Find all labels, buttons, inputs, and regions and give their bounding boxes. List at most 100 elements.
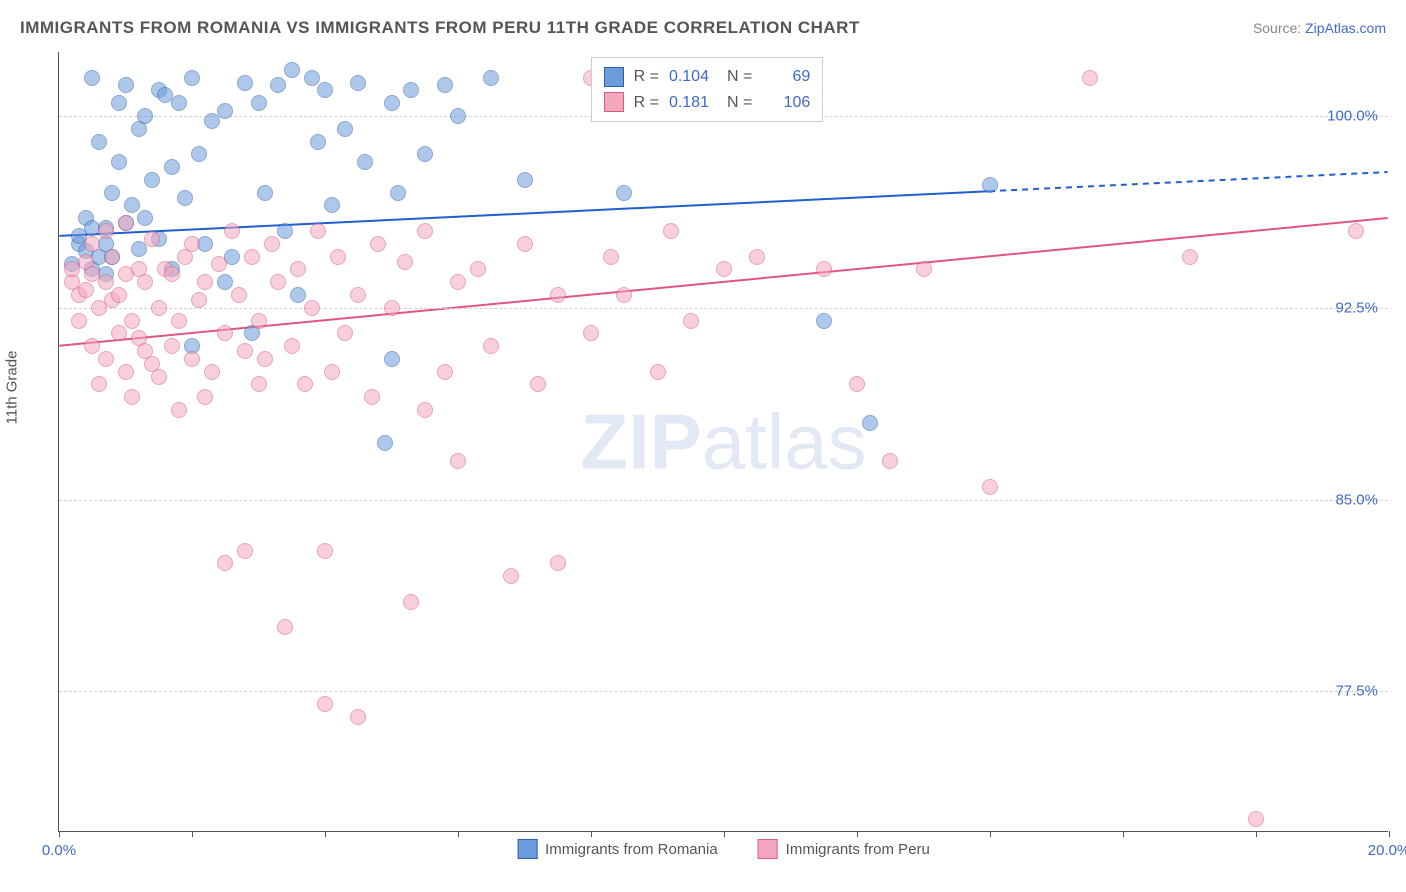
- scatter-point: [862, 415, 878, 431]
- scatter-point: [98, 274, 114, 290]
- scatter-point: [264, 236, 280, 252]
- watermark-light: atlas: [702, 397, 867, 485]
- scatter-point: [91, 134, 107, 150]
- scatter-point: [98, 223, 114, 239]
- scatter-point: [98, 351, 114, 367]
- x-tick: [990, 831, 991, 837]
- scatter-point: [284, 62, 300, 78]
- y-tick-label: 85.0%: [1335, 491, 1378, 508]
- scatter-point: [151, 300, 167, 316]
- scatter-point: [144, 172, 160, 188]
- scatter-point: [184, 351, 200, 367]
- scatter-point: [151, 369, 167, 385]
- scatter-point: [217, 555, 233, 571]
- legend-swatch: [604, 92, 624, 112]
- scatter-point: [1182, 249, 1198, 265]
- x-tick: [1123, 831, 1124, 837]
- scatter-point: [616, 287, 632, 303]
- scatter-point: [104, 185, 120, 201]
- scatter-point: [417, 146, 433, 162]
- scatter-point: [616, 185, 632, 201]
- scatter-point: [517, 236, 533, 252]
- plot-area: ZIPatlas 77.5%85.0%92.5%100.0%0.0%20.0%R…: [58, 52, 1388, 832]
- scatter-point: [251, 95, 267, 111]
- scatter-point: [217, 325, 233, 341]
- source-prefix: Source:: [1253, 20, 1305, 36]
- scatter-point: [284, 338, 300, 354]
- legend-r-value: 0.104: [669, 64, 717, 90]
- scatter-point: [749, 249, 765, 265]
- bottom-legend-label: Immigrants from Peru: [786, 841, 930, 858]
- scatter-point: [104, 249, 120, 265]
- scatter-point: [84, 338, 100, 354]
- x-tick: [1389, 831, 1390, 837]
- scatter-point: [217, 103, 233, 119]
- scatter-point: [304, 70, 320, 86]
- x-tick: [724, 831, 725, 837]
- scatter-point: [403, 82, 419, 98]
- scatter-point: [550, 287, 566, 303]
- scatter-point: [277, 223, 293, 239]
- scatter-point: [317, 543, 333, 559]
- legend-r-label: R =: [634, 90, 659, 116]
- scatter-point: [111, 287, 127, 303]
- scatter-point: [111, 325, 127, 341]
- scatter-point: [517, 172, 533, 188]
- gridline: [59, 500, 1388, 501]
- x-tick: [192, 831, 193, 837]
- scatter-point: [171, 95, 187, 111]
- legend-swatch: [604, 67, 624, 87]
- legend-swatch: [758, 839, 778, 859]
- legend-row: R =0.104N =69: [604, 64, 811, 90]
- bottom-legend-label: Immigrants from Romania: [545, 841, 718, 858]
- scatter-point: [1082, 70, 1098, 86]
- scatter-point: [317, 82, 333, 98]
- source-link[interactable]: ZipAtlas.com: [1305, 20, 1386, 36]
- scatter-point: [816, 313, 832, 329]
- gridline: [59, 308, 1388, 309]
- scatter-point: [450, 453, 466, 469]
- x-tick: [591, 831, 592, 837]
- scatter-point: [982, 479, 998, 495]
- y-tick-label: 92.5%: [1335, 299, 1378, 316]
- scatter-point: [78, 282, 94, 298]
- scatter-point: [204, 113, 220, 129]
- x-tick: [458, 831, 459, 837]
- scatter-point: [350, 709, 366, 725]
- scatter-point: [257, 351, 273, 367]
- scatter-point: [257, 185, 273, 201]
- scatter-point: [650, 364, 666, 380]
- scatter-point: [503, 568, 519, 584]
- scatter-point: [211, 256, 227, 272]
- trend-line-extrapolated: [989, 172, 1387, 191]
- bottom-legend-item: Immigrants from Peru: [758, 839, 930, 859]
- scatter-point: [663, 223, 679, 239]
- scatter-point: [164, 159, 180, 175]
- scatter-point: [403, 594, 419, 610]
- y-axis-label: 11th Grade: [4, 351, 21, 425]
- scatter-point: [124, 389, 140, 405]
- scatter-point: [350, 287, 366, 303]
- scatter-point: [350, 75, 366, 91]
- scatter-point: [204, 364, 220, 380]
- y-tick-label: 100.0%: [1327, 107, 1378, 124]
- scatter-point: [217, 274, 233, 290]
- scatter-point: [270, 274, 286, 290]
- scatter-point: [191, 146, 207, 162]
- scatter-point: [171, 313, 187, 329]
- scatter-point: [310, 223, 326, 239]
- scatter-point: [290, 287, 306, 303]
- scatter-point: [603, 249, 619, 265]
- chart-container: IMMIGRANTS FROM ROMANIA VS IMMIGRANTS FR…: [0, 0, 1406, 892]
- scatter-point: [583, 325, 599, 341]
- scatter-point: [324, 364, 340, 380]
- scatter-point: [244, 249, 260, 265]
- legend-r-label: R =: [634, 64, 659, 90]
- scatter-point: [270, 77, 286, 93]
- scatter-point: [1348, 223, 1364, 239]
- scatter-point: [91, 376, 107, 392]
- scatter-point: [137, 210, 153, 226]
- scatter-point: [982, 177, 998, 193]
- scatter-point: [1248, 811, 1264, 827]
- scatter-point: [118, 215, 134, 231]
